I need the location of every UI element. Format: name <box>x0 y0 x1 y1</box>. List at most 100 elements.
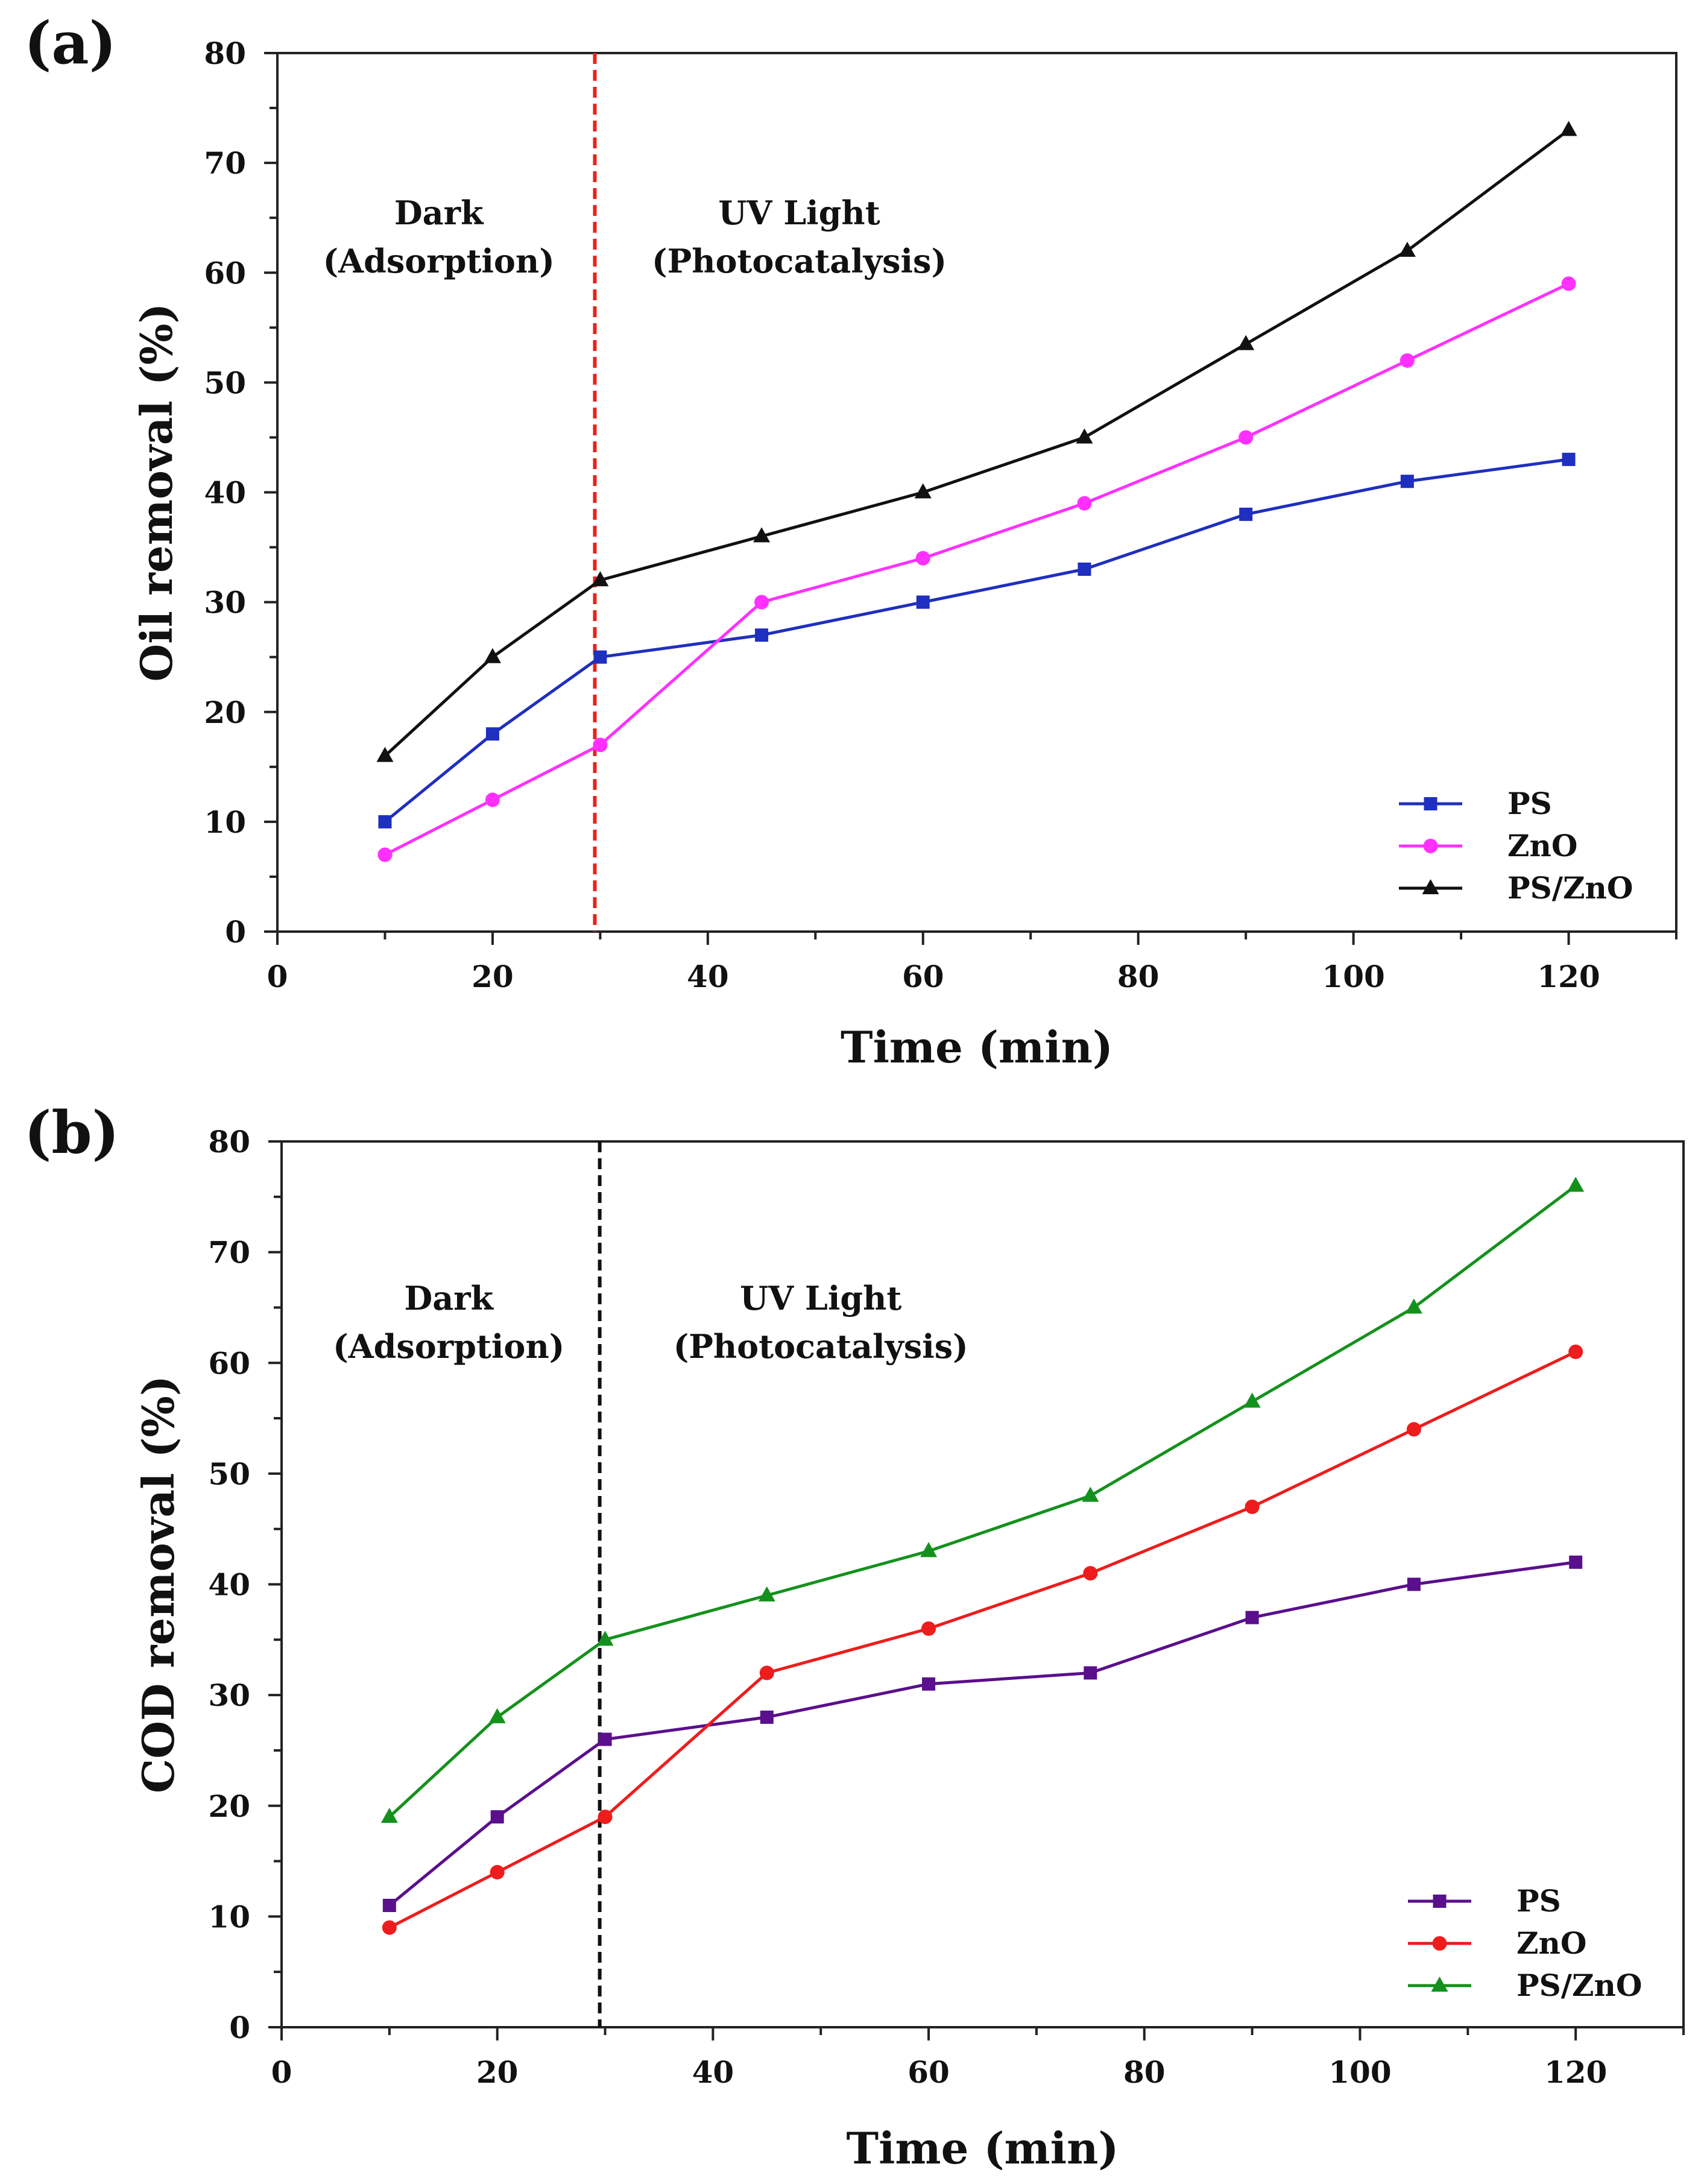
region-label-title: Dark <box>404 1279 494 1318</box>
x-tick-label: 100 <box>1328 2054 1391 2090</box>
region-label-title: UV Light <box>740 1279 901 1318</box>
region-label-title: UV Light <box>718 194 880 232</box>
legend-label: PS <box>1507 786 1552 821</box>
data-point <box>380 1808 398 1823</box>
data-point <box>1569 1555 1583 1569</box>
data-point <box>754 595 769 610</box>
y-tick-label: 50 <box>204 365 246 400</box>
region-label-subtitle: (Photocatalysis) <box>652 242 947 280</box>
data-point <box>1398 241 1416 257</box>
y-tick-label: 30 <box>208 1677 250 1713</box>
legend-marker <box>1424 797 1437 810</box>
data-point <box>921 1621 936 1636</box>
x-tick-label: 120 <box>1544 2054 1607 2090</box>
x-tick-label: 60 <box>902 959 944 994</box>
y-tick-label: 20 <box>208 1788 250 1824</box>
legend-label: ZnO <box>1507 828 1577 863</box>
data-point <box>1237 335 1255 350</box>
data-point <box>376 746 394 762</box>
series-zno <box>382 1344 1583 1935</box>
data-point <box>1245 1499 1260 1514</box>
data-point <box>592 571 609 587</box>
data-point <box>382 1899 396 1913</box>
data-point <box>920 1542 938 1558</box>
data-point <box>916 595 930 609</box>
y-tick-label: 40 <box>204 475 246 511</box>
x-tick-label: 100 <box>1322 959 1384 994</box>
series-line <box>383 128 1570 757</box>
x-tick-label: 120 <box>1537 959 1600 994</box>
data-point <box>1406 1422 1421 1437</box>
series-line <box>384 282 1570 856</box>
y-tick-label: 70 <box>204 145 246 181</box>
data-point <box>484 648 501 663</box>
y-tick-label: 60 <box>208 1345 250 1381</box>
data-point <box>593 650 607 664</box>
y-tick-label: 80 <box>204 36 246 71</box>
data-point <box>1243 1392 1261 1408</box>
y-tick-label: 70 <box>208 1235 250 1270</box>
x-tick-label: 20 <box>476 2054 519 2090</box>
data-point <box>915 551 930 566</box>
data-point <box>1077 496 1092 511</box>
legend-marker <box>1431 1977 1448 1992</box>
data-point <box>382 1920 397 1935</box>
x-tick-label: 0 <box>271 2054 292 2090</box>
y-axis-title: COD removal (%) <box>133 1375 184 1793</box>
y-tick-label: 60 <box>204 255 246 291</box>
data-point <box>490 1810 504 1824</box>
region-label-subtitle: (Photocatalysis) <box>674 1327 968 1366</box>
data-point <box>1239 430 1254 445</box>
legend: PS ZnO PS/ZnO <box>1408 1883 1642 2003</box>
series-line <box>383 458 1569 823</box>
legend-label: PS/ZnO <box>1516 1968 1642 2003</box>
panel-a: (a)0 20 40 60 80 100 12001020304050607080Time … <box>24 9 1677 1073</box>
data-point <box>598 1810 613 1825</box>
data-point <box>1561 276 1576 291</box>
data-point <box>1245 1611 1259 1624</box>
x-tick-label: 60 <box>907 2054 950 2090</box>
y-tick-label: 40 <box>208 1567 250 1603</box>
x-axis-title: Time (min) <box>846 2122 1119 2174</box>
y-tick-label: 30 <box>204 585 246 620</box>
x-tick-label: 80 <box>1123 2054 1166 2090</box>
data-point <box>759 1665 774 1681</box>
data-point <box>485 727 499 741</box>
data-point <box>1076 428 1093 444</box>
data-point <box>755 628 769 642</box>
series-ps <box>378 452 1576 828</box>
legend-marker <box>1432 1936 1447 1951</box>
data-point <box>490 1864 505 1879</box>
data-point <box>488 1708 506 1723</box>
data-point <box>1405 1298 1422 1314</box>
data-point <box>1567 1176 1585 1192</box>
data-point <box>1239 507 1253 521</box>
series-line <box>388 1350 1577 1929</box>
data-point <box>922 1677 936 1691</box>
y-axis-title: Oil removal (%) <box>131 303 182 682</box>
data-point <box>1568 1344 1583 1359</box>
data-point <box>1083 1566 1098 1581</box>
series-ps-zno <box>380 1176 1585 1823</box>
series-zno <box>377 276 1576 862</box>
data-point <box>1084 1666 1097 1680</box>
y-tick-label: 0 <box>225 914 246 950</box>
y-tick-label: 20 <box>204 695 246 730</box>
data-point <box>1082 1486 1099 1502</box>
x-tick-label: 20 <box>472 959 514 994</box>
panel-label: (a) <box>24 9 116 77</box>
y-tick-label: 10 <box>204 804 246 840</box>
legend-label: PS <box>1516 1883 1561 1919</box>
panel-label: (b) <box>24 1099 119 1167</box>
data-point <box>598 1732 612 1746</box>
y-tick-label: 50 <box>208 1456 250 1492</box>
x-axis-title: Time (min) <box>841 1021 1113 1073</box>
x-tick-label: 40 <box>692 2054 734 2090</box>
data-point <box>377 847 393 862</box>
data-point <box>485 792 500 807</box>
panel-b: (b)0 20 40 60 80 100 12001020304050607080Time … <box>24 1099 1685 2174</box>
legend: PS ZnO PS/ZnO <box>1399 786 1633 906</box>
x-tick-label: 80 <box>1117 959 1160 994</box>
data-point <box>1407 1577 1421 1591</box>
